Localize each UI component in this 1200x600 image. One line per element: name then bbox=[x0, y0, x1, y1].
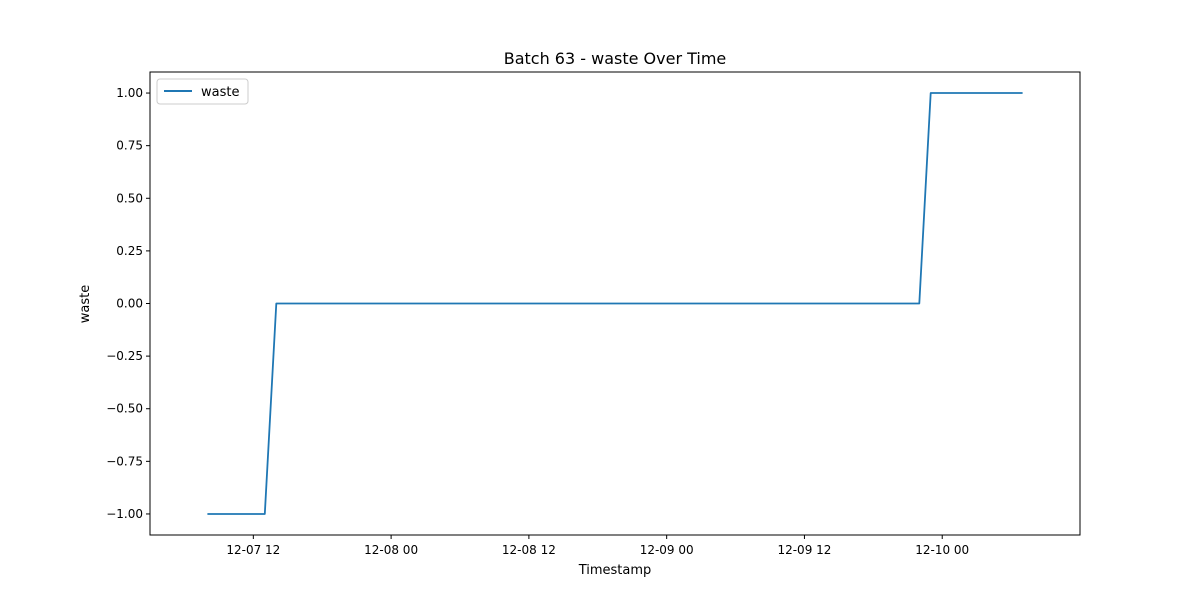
y-tick-label: −0.50 bbox=[106, 402, 143, 416]
y-tick-label: −0.75 bbox=[106, 454, 143, 468]
x-tick-label: 12-10 00 bbox=[915, 543, 969, 557]
legend: waste bbox=[156, 78, 249, 105]
x-tick-label: 12-08 00 bbox=[364, 543, 418, 557]
chart-title: Batch 63 - waste Over Time bbox=[504, 49, 727, 68]
plot-area-frame bbox=[149, 71, 1081, 536]
series-layer bbox=[207, 92, 1023, 515]
x-tick-label: 12-07 12 bbox=[226, 543, 280, 557]
x-axis-label: Timestamp bbox=[578, 563, 652, 578]
y-tick-label: −0.25 bbox=[106, 349, 143, 363]
x-axis-ticks: 12-07 12 12-08 00 12-08 12 12-09 00 12-09 12… bbox=[226, 535, 969, 557]
y-tick-label: 0.00 bbox=[116, 297, 143, 311]
x-tick-label: 12-08 12 bbox=[502, 543, 556, 557]
series-line-waste bbox=[207, 92, 1023, 515]
x-tick-label: 12-09 00 bbox=[640, 543, 694, 557]
legend-label-waste: waste bbox=[201, 85, 239, 100]
y-tick-label: −1.00 bbox=[106, 507, 143, 521]
x-tick-label: 12-09 12 bbox=[777, 543, 831, 557]
legend-frame bbox=[156, 78, 249, 105]
y-tick-label: 1.00 bbox=[116, 86, 143, 100]
y-axis-label: waste bbox=[78, 285, 93, 323]
y-tick-label: 0.75 bbox=[116, 139, 143, 153]
y-tick-label: 0.50 bbox=[116, 191, 143, 205]
y-tick-label: 0.25 bbox=[116, 244, 143, 258]
y-axis-ticks: −1.00 −0.75 −0.50 −0.25 0.00 0.25 0.50 0.75 1.00 bbox=[106, 86, 150, 521]
